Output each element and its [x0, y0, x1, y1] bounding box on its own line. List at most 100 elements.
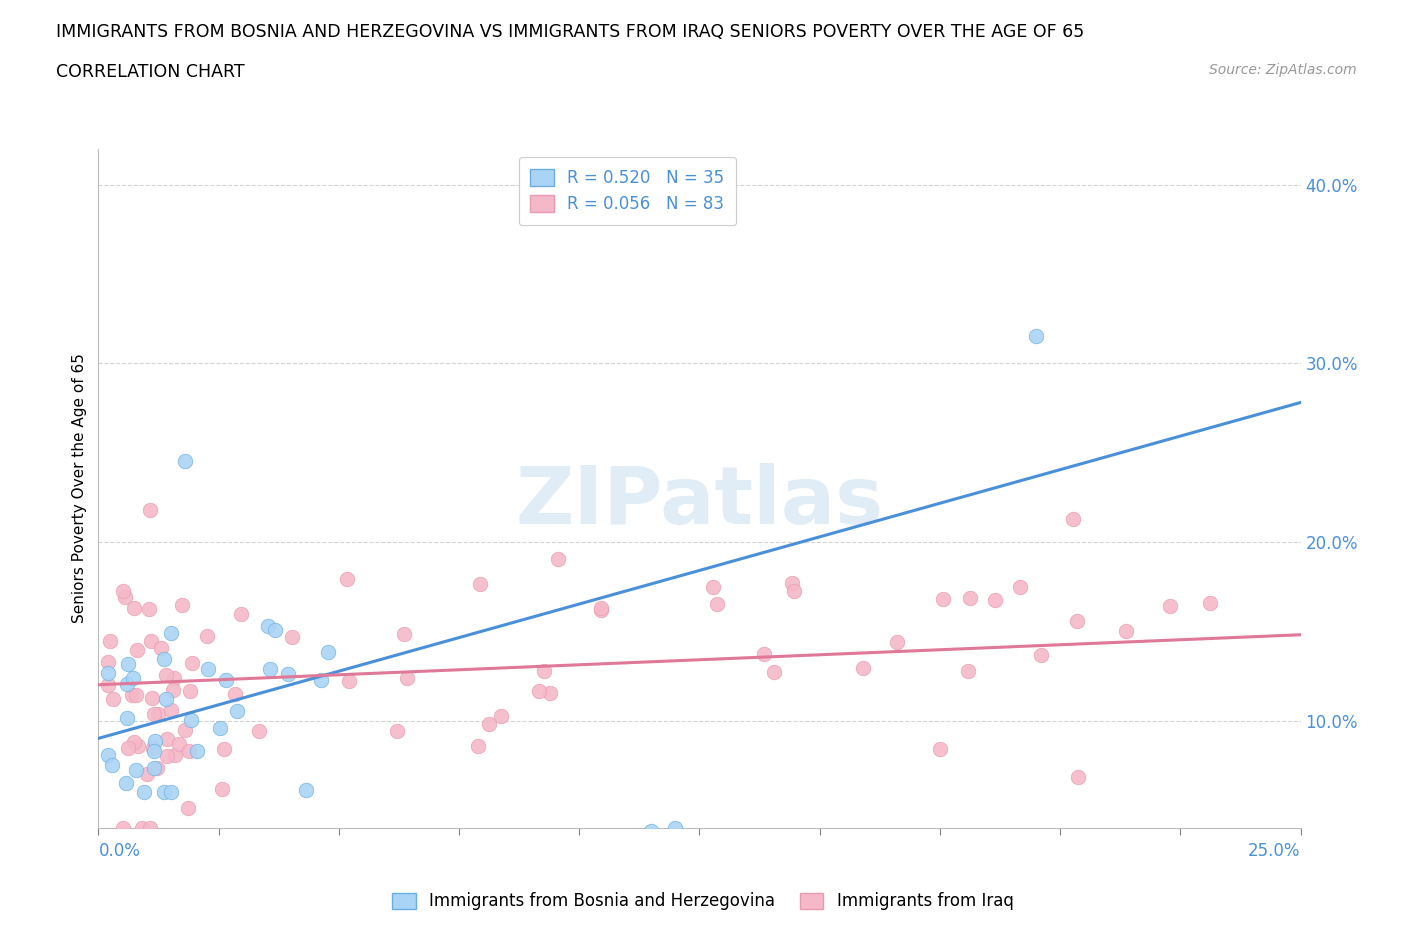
Point	[143, 707, 166, 722]
Point	[1159, 599, 1181, 614]
Point	[141, 691, 163, 706]
Point	[146, 761, 169, 776]
Point	[146, 706, 169, 721]
Point	[1025, 329, 1047, 344]
Point	[197, 662, 219, 677]
Point	[149, 640, 172, 655]
Point	[155, 749, 177, 764]
Point	[309, 672, 332, 687]
Point	[527, 684, 550, 698]
Point	[160, 703, 183, 718]
Point	[983, 592, 1005, 607]
Point	[851, 660, 873, 675]
Point	[396, 671, 419, 685]
Point	[139, 820, 162, 835]
Point	[337, 674, 360, 689]
Point	[98, 634, 121, 649]
Text: CORRELATION CHART: CORRELATION CHART	[56, 63, 245, 81]
Point	[589, 601, 612, 616]
Point	[664, 820, 686, 835]
Point	[1010, 579, 1032, 594]
Text: 25.0%: 25.0%	[1249, 842, 1301, 859]
Point	[115, 711, 138, 725]
Point	[97, 655, 120, 670]
Point	[179, 684, 201, 698]
Point	[491, 709, 513, 724]
Point	[163, 671, 186, 685]
Point	[1115, 623, 1137, 638]
Y-axis label: Seniors Poverty Over the Age of 65: Seniors Poverty Over the Age of 65	[72, 353, 87, 623]
Point	[752, 646, 775, 661]
Point	[318, 644, 340, 659]
Point	[163, 748, 186, 763]
Point	[112, 820, 135, 835]
Point	[478, 716, 501, 731]
Point	[101, 692, 124, 707]
Point	[177, 801, 200, 816]
Point	[470, 577, 492, 591]
Point	[1029, 648, 1052, 663]
Point	[1066, 614, 1088, 629]
Point	[174, 723, 197, 737]
Point	[162, 683, 184, 698]
Point	[929, 742, 952, 757]
Point	[229, 606, 252, 621]
Point	[179, 744, 201, 759]
Text: ZIPatlas: ZIPatlas	[516, 463, 883, 541]
Point	[294, 783, 316, 798]
Point	[1062, 512, 1084, 526]
Point	[122, 735, 145, 750]
Text: 0.0%: 0.0%	[98, 842, 141, 859]
Point	[135, 766, 157, 781]
Point	[1067, 769, 1090, 784]
Text: IMMIGRANTS FROM BOSNIA AND HERZEGOVINA VS IMMIGRANTS FROM IRAQ SENIORS POVERTY O: IMMIGRANTS FROM BOSNIA AND HERZEGOVINA V…	[56, 23, 1084, 41]
Point	[153, 651, 176, 666]
Point	[706, 597, 728, 612]
Point	[138, 502, 160, 517]
Point	[100, 757, 122, 772]
Point	[172, 598, 194, 613]
Legend: R = 0.520   N = 35, R = 0.056   N = 83: R = 0.520 N = 35, R = 0.056 N = 83	[519, 157, 735, 225]
Point	[117, 657, 139, 671]
Point	[763, 665, 786, 680]
Point	[139, 634, 162, 649]
Point	[281, 630, 304, 644]
Point	[783, 583, 806, 598]
Point	[180, 656, 202, 671]
Point	[131, 820, 153, 835]
Point	[142, 740, 165, 755]
Point	[174, 454, 197, 469]
Point	[159, 785, 181, 800]
Point	[195, 629, 218, 644]
Point	[186, 743, 208, 758]
Point	[121, 687, 143, 702]
Point	[211, 782, 233, 797]
Point	[257, 618, 280, 633]
Point	[640, 824, 662, 839]
Point	[336, 572, 359, 587]
Point	[547, 551, 569, 566]
Point	[277, 667, 299, 682]
Point	[180, 712, 202, 727]
Point	[387, 724, 409, 738]
Point	[156, 731, 179, 746]
Point	[112, 584, 135, 599]
Point	[247, 724, 270, 738]
Point	[224, 687, 246, 702]
Point	[97, 678, 120, 693]
Point	[122, 671, 145, 685]
Point	[959, 591, 981, 605]
Point	[97, 666, 120, 681]
Point	[114, 590, 136, 604]
Point	[155, 668, 177, 683]
Point	[159, 626, 181, 641]
Point	[533, 664, 555, 679]
Point	[394, 627, 416, 642]
Point	[117, 740, 139, 755]
Point	[114, 776, 136, 790]
Point	[115, 677, 138, 692]
Point	[97, 748, 120, 763]
Point	[138, 602, 160, 617]
Point	[957, 664, 980, 679]
Point	[214, 672, 236, 687]
